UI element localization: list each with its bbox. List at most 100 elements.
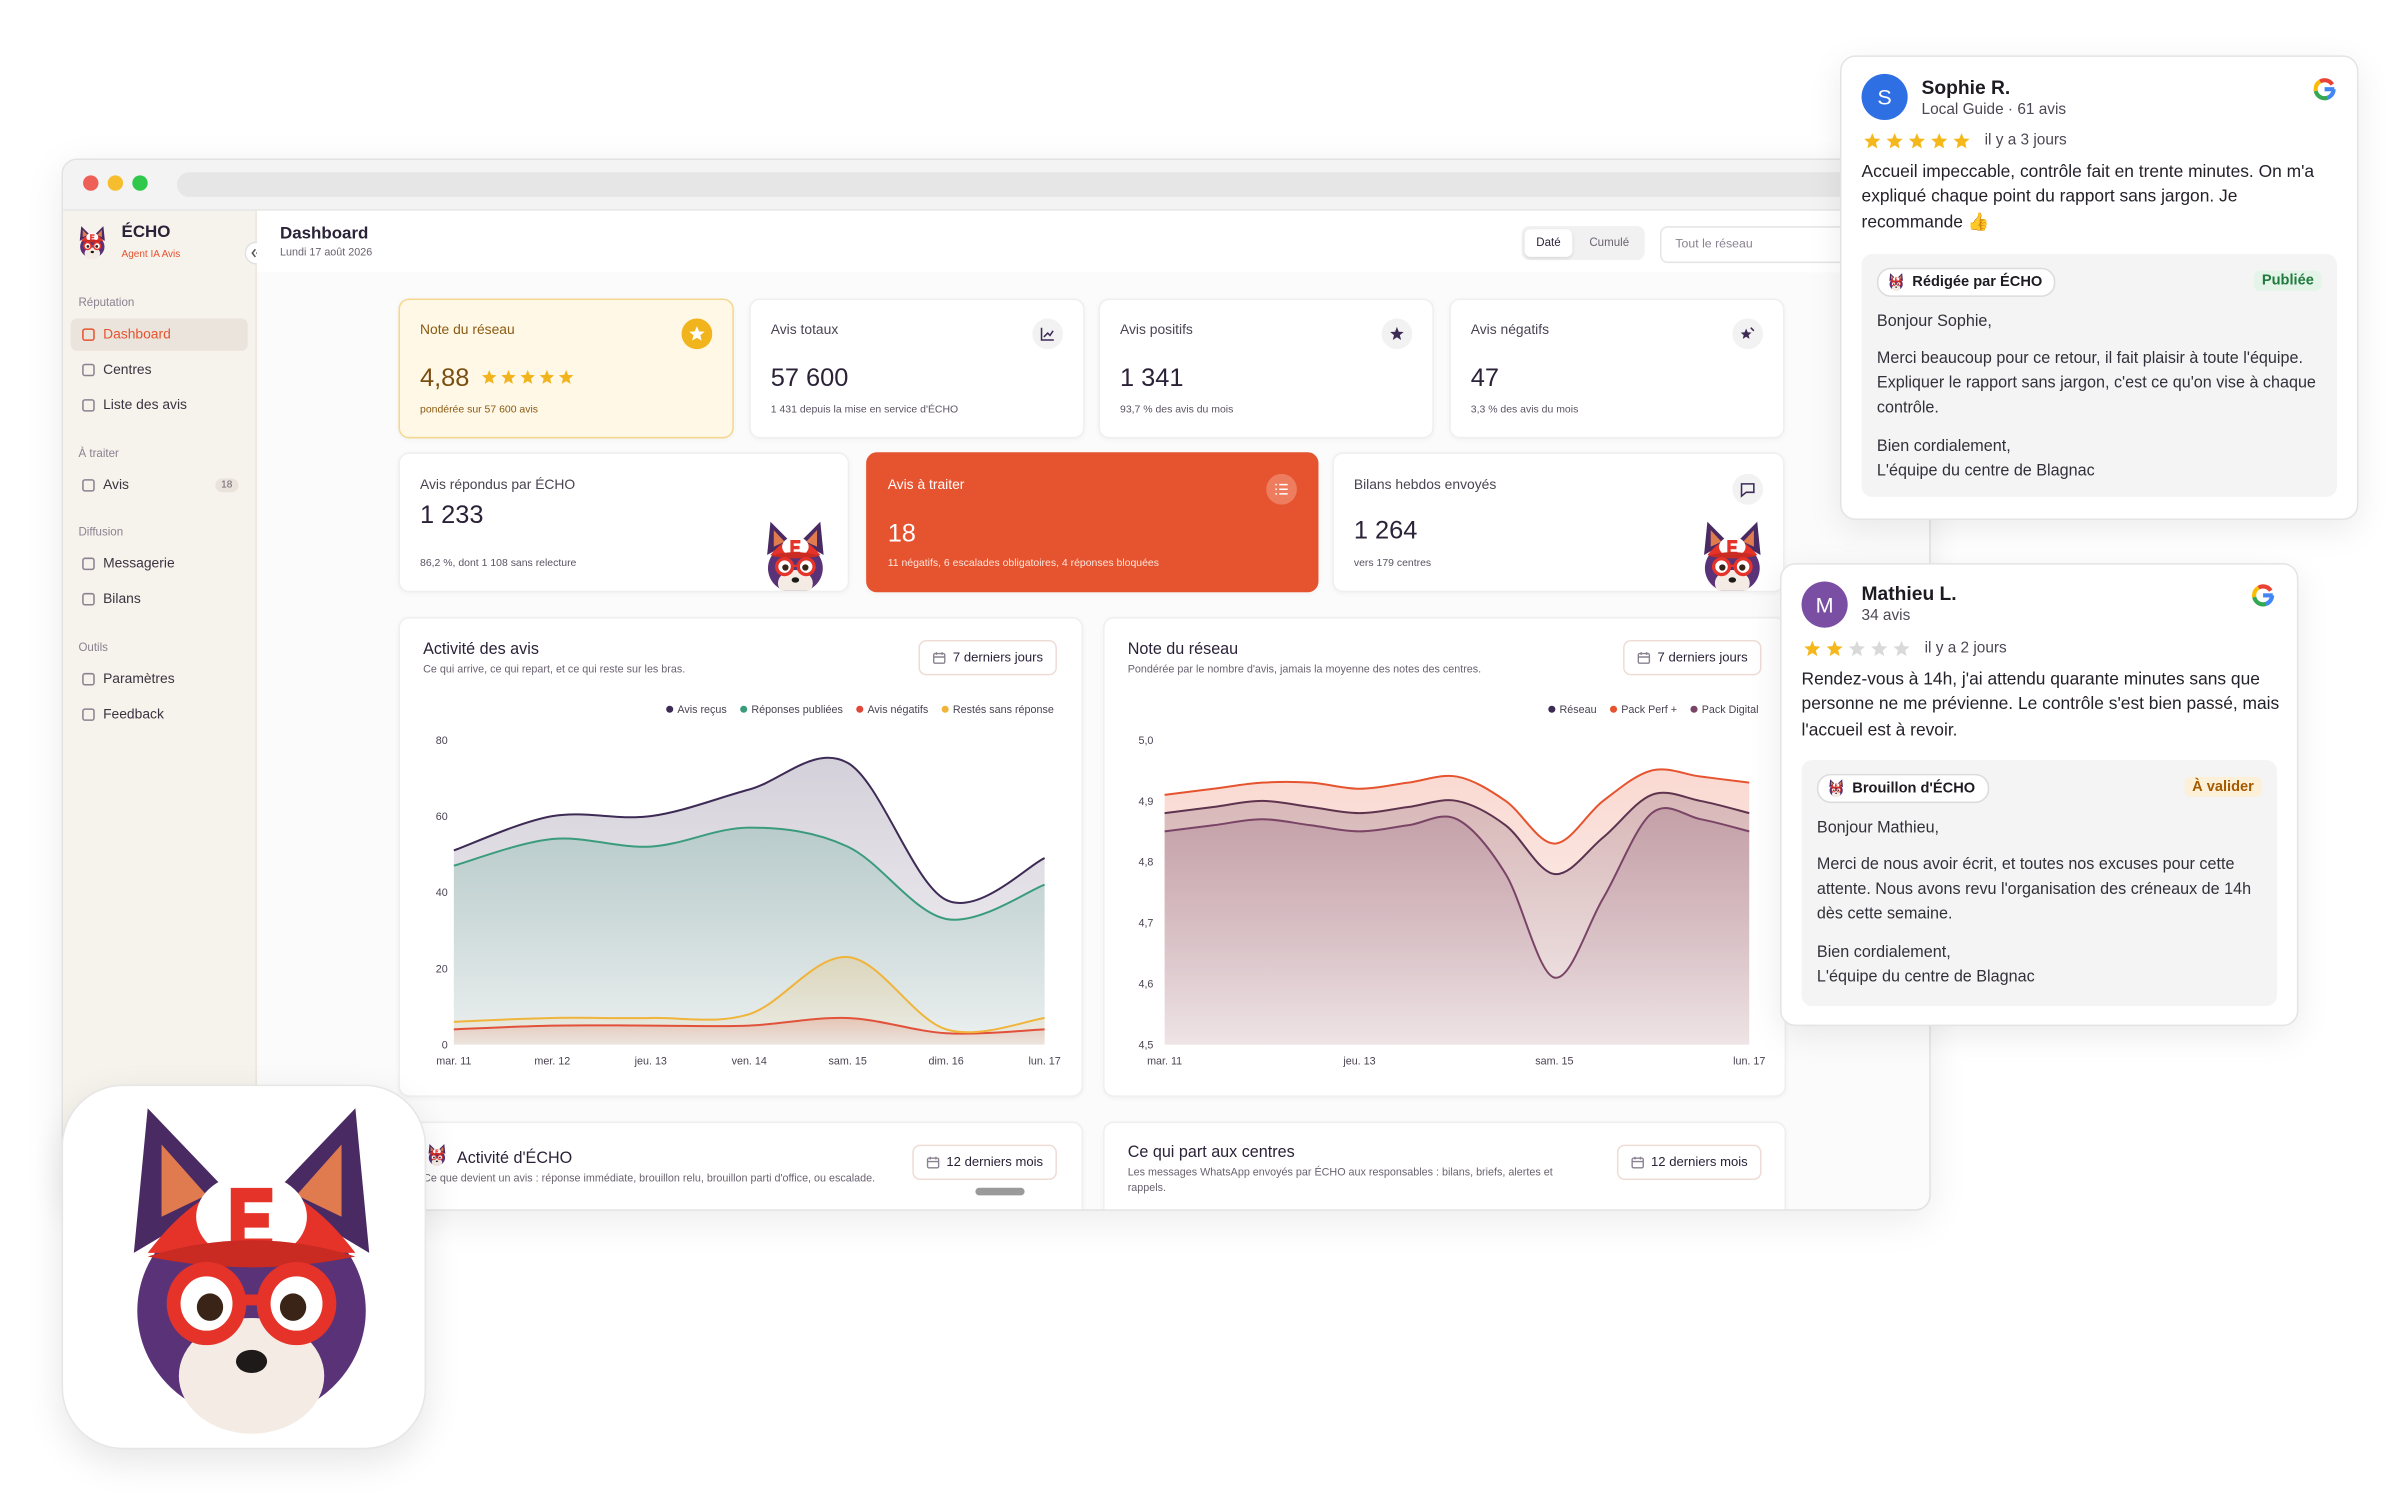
reply-origin-label: Brouillon d'ÉCHO (1852, 779, 1976, 797)
legend-swatch (1690, 705, 1698, 713)
kpi-card: Avis répondus par ÉCHO 1 233 86,2 %, don… (398, 452, 850, 593)
y-tick-label: 4,8 (1138, 857, 1153, 869)
kpi-label: Avis à traiter (887, 476, 965, 493)
legend-label: Réponses publiées (751, 704, 842, 716)
chart-subtitle: Ce qui arrive, ce qui repart, et ce qui … (423, 664, 686, 676)
nav-item[interactable]: Dashboard (70, 318, 248, 351)
reply-signature: L'équipe du centre de Blagnac (1876, 461, 2095, 480)
section-card: Activité d'ÉCHO Ce que devient un avis :… (398, 1121, 1084, 1210)
reply-origin: Rédigée par ÉCHO (1876, 267, 2057, 297)
page-date: Lundi 17 août 2026 (279, 247, 373, 259)
nav-item[interactable]: Centres (71, 354, 248, 386)
nav-label: Bilans (103, 590, 141, 607)
review-text: Accueil impeccable, contrôle fait en tre… (1861, 163, 2315, 233)
y-tick-label: 60 (436, 811, 448, 823)
kpi-note: 86,2 %, dont 1 108 sans relecture (419, 558, 577, 570)
kpi-label: Avis totaux (770, 321, 839, 337)
period-label: 12 derniers mois (946, 1153, 1044, 1170)
minimize-dot[interactable] (107, 175, 124, 191)
toggle-option[interactable]: Cumulé (1589, 235, 1630, 250)
kpi-icon (681, 318, 713, 350)
reply-body: Merci beaucoup pour ce retour, il fait p… (1876, 349, 2316, 417)
google-icon (2249, 582, 2277, 610)
legend-swatch (1609, 705, 1618, 713)
kpi-note: 1 431 depuis la mise en service d'ÉCHO (770, 404, 959, 416)
mascot-illustration (78, 1094, 424, 1449)
x-tick-label: sam. 15 (1535, 1056, 1573, 1068)
mascot-icon (425, 1143, 450, 1168)
logo (74, 225, 111, 262)
y-tick-label: 40 (436, 887, 448, 899)
page-title: Dashboard (279, 224, 369, 244)
x-tick-label: sam. 15 (829, 1056, 867, 1068)
close-dot[interactable] (83, 175, 99, 191)
kpi-note: vers 179 centres (1353, 558, 1432, 570)
y-tick-label: 80 (436, 735, 448, 747)
star (1826, 640, 1843, 657)
legend-swatch (941, 705, 949, 713)
legend-label: Réseau (1560, 704, 1597, 716)
nav-label: Paramètres (103, 670, 175, 687)
kpi-value: 47 (1470, 364, 1500, 393)
browser-window: ÉCHO Agent IA Avis Réputation Dashboard … (61, 158, 1931, 1211)
x-tick-label: lun. 17 (1733, 1056, 1765, 1068)
legend-label: Pack Perf + (1621, 704, 1677, 716)
nav-label: Avis (103, 476, 129, 493)
legend-swatch (740, 705, 748, 713)
legend-label: Avis négatifs (867, 704, 928, 716)
kpi-card[interactable]: Avis à traiter 18 11 négatifs, 6 escalad… (866, 452, 1319, 593)
title-bar (63, 159, 1930, 211)
mascot (754, 518, 837, 592)
reply-closing: Bien cordialement, (1876, 436, 2011, 456)
card-title: Activité d'ÉCHO (456, 1149, 573, 1168)
nav-item[interactable]: Feedback (71, 698, 248, 730)
toggle-option[interactable]: Daté (1524, 229, 1573, 257)
star (1804, 640, 1821, 657)
star (1848, 640, 1865, 657)
nav-label: Liste des avis (103, 396, 187, 413)
reply-status: Publiée (2254, 270, 2322, 291)
toggle: Daté Cumulé (1521, 226, 1645, 260)
nav-item[interactable]: Liste des avis (71, 389, 248, 421)
zoom-dot[interactable] (132, 175, 148, 191)
kpi-value: 1 264 (1353, 516, 1418, 545)
nav-item[interactable]: Bilans (71, 583, 248, 615)
section-card: Ce qui part aux centres Les messages Wha… (1103, 1121, 1787, 1210)
brand: ÉCHO (121, 223, 171, 242)
period-label: 12 derniers mois (1651, 1153, 1748, 1170)
nav-label: Dashboard (103, 326, 171, 342)
chart-card: Note du réseau Pondérée par le nombre d'… (1103, 616, 1787, 1097)
star (1931, 133, 1948, 149)
reply-origin-label: Rédigée par ÉCHO (1912, 273, 2043, 291)
x-tick-label: dim. 16 (929, 1056, 964, 1068)
series-line (453, 956, 1045, 1034)
period-button[interactable]: 7 derniers jours (919, 639, 1057, 676)
period-button[interactable]: 7 derniers jours (1623, 639, 1762, 676)
nav-item[interactable]: Messagerie (71, 548, 248, 580)
series-area (453, 827, 1045, 1045)
kpi-card: Avis négatifs 47 3,3 % des avis du mois (1449, 298, 1785, 439)
review-date: il y a 3 jours (1984, 132, 2067, 150)
card-subtitle: Les messages WhatsApp envoyés par ÉCHO a… (1127, 1167, 1553, 1194)
kpi-card: Avis positifs 1 341 93,7 % des avis du m… (1098, 298, 1434, 439)
period-button[interactable]: 12 derniers mois (912, 1144, 1057, 1180)
kpi-label: Bilans hebdos envoyés (1353, 476, 1497, 493)
review-meta: 34 avis (1861, 607, 1911, 625)
address-bar[interactable] (176, 172, 1930, 197)
star (1893, 640, 1910, 657)
period-button[interactable]: 12 derniers mois (1617, 1144, 1762, 1180)
header: Dashboard Lundi 17 août 2026 Daté Cumulé… (256, 210, 1930, 273)
kpi-value: 57 600 (770, 364, 849, 393)
y-tick-label: 4,6 (1138, 979, 1153, 991)
kpi-icon (1732, 318, 1764, 350)
review-author: Sophie R. (1921, 76, 2011, 99)
nav-item[interactable]: Paramètres (71, 663, 248, 695)
kpi-icon (1381, 318, 1413, 350)
chart-card: Activité des avis Ce qui arrive, ce qui … (398, 616, 1084, 1097)
review-date: il y a 2 jours (1924, 639, 2007, 657)
reply-greeting: Bonjour Sophie, (1876, 312, 1992, 331)
x-tick-label: jeu. 13 (1342, 1056, 1375, 1068)
nav-item[interactable]: Avis 18 (71, 469, 248, 501)
